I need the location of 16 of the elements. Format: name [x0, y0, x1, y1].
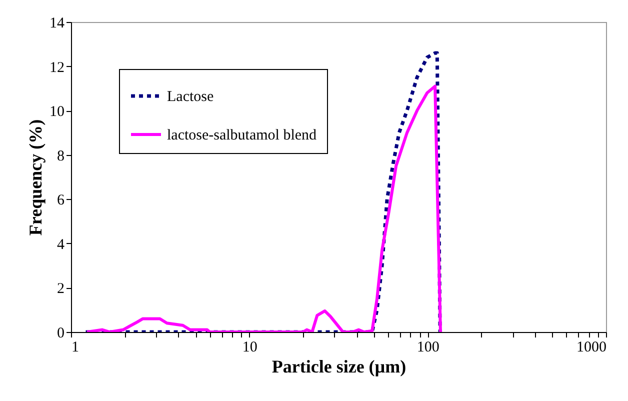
- x-axis-title: Particle size (µm): [272, 356, 406, 376]
- y-tick-label: 4: [57, 236, 65, 253]
- x-tick-label: 10: [242, 340, 258, 356]
- y-tick-label: 10: [50, 104, 64, 120]
- x-tick-label: 1000: [576, 340, 606, 356]
- y-axis-title: Frequency (%): [26, 119, 46, 236]
- y-tick-label: 6: [57, 192, 65, 209]
- x-tick-label: 1: [72, 340, 79, 356]
- y-tick-label: 2: [57, 281, 64, 298]
- y-tick-label: 0: [57, 326, 64, 342]
- legend-label: lactose-salbutamol blend: [167, 128, 318, 144]
- y-tick-label: 12: [50, 60, 64, 76]
- x-tick-label: 100: [416, 340, 440, 356]
- legend-label: Lactose: [167, 89, 214, 105]
- y-tick-label: 14: [50, 16, 65, 32]
- y-tick-label: 8: [57, 148, 64, 164]
